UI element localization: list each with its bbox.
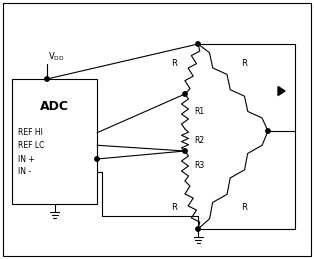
- Text: REF HI: REF HI: [18, 128, 43, 137]
- Text: R2: R2: [194, 135, 204, 145]
- Text: IN -: IN -: [18, 167, 31, 176]
- Circle shape: [266, 129, 270, 133]
- Circle shape: [183, 92, 187, 96]
- Circle shape: [196, 227, 200, 231]
- Circle shape: [95, 157, 99, 161]
- Text: R: R: [171, 59, 177, 68]
- Text: R: R: [241, 59, 247, 68]
- Text: R1: R1: [194, 107, 204, 116]
- Text: REF LC: REF LC: [18, 141, 44, 150]
- Polygon shape: [278, 87, 285, 96]
- Text: R3: R3: [194, 162, 204, 170]
- Circle shape: [183, 149, 187, 153]
- Text: $\mathsf{V_{DD}}$: $\mathsf{V_{DD}}$: [48, 51, 64, 63]
- Circle shape: [45, 77, 49, 81]
- Text: ADC: ADC: [40, 100, 69, 113]
- Text: R: R: [171, 203, 177, 212]
- Text: IN +: IN +: [18, 155, 35, 163]
- Text: R: R: [241, 203, 247, 212]
- Circle shape: [196, 42, 200, 46]
- Bar: [12, 79, 97, 204]
